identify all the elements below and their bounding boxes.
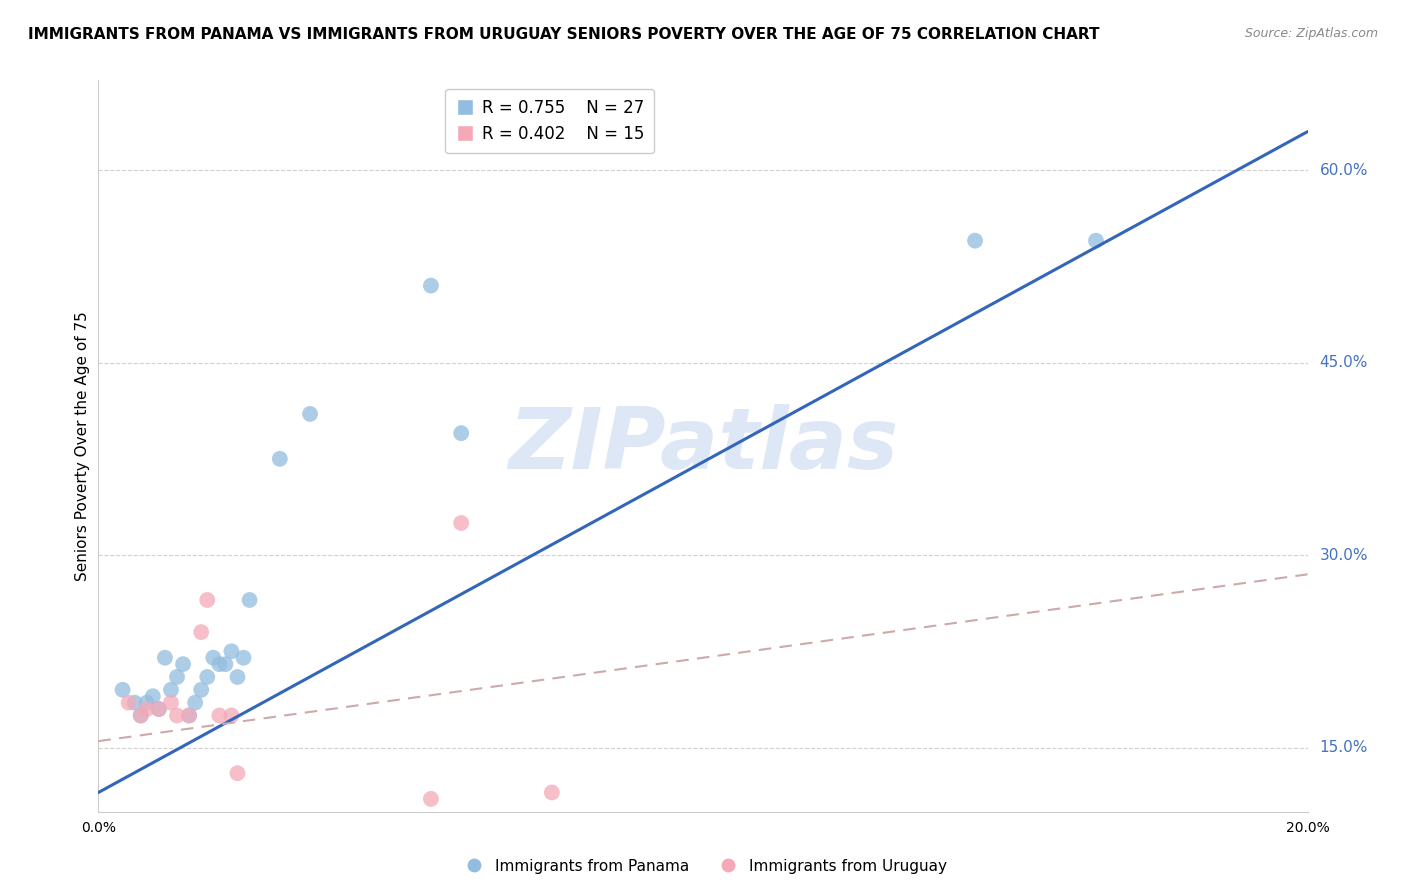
Point: [450, 516, 472, 530]
Text: 15.0%: 15.0%: [1320, 740, 1368, 755]
Point: [135, 702, 157, 716]
Point: [419, 792, 441, 806]
Point: [166, 670, 188, 684]
Point: [111, 682, 134, 697]
Point: [190, 682, 212, 697]
Text: IMMIGRANTS FROM PANAMA VS IMMIGRANTS FROM URUGUAY SENIORS POVERTY OVER THE AGE O: IMMIGRANTS FROM PANAMA VS IMMIGRANTS FRO…: [28, 27, 1099, 42]
Text: Source: ZipAtlas.com: Source: ZipAtlas.com: [1244, 27, 1378, 40]
Point: [208, 708, 231, 723]
Point: [450, 426, 472, 441]
Point: [540, 785, 562, 799]
Point: [299, 407, 322, 421]
Point: [166, 708, 188, 723]
Point: [148, 702, 170, 716]
Y-axis label: Seniors Poverty Over the Age of 75: Seniors Poverty Over the Age of 75: [75, 311, 90, 581]
Point: [129, 708, 152, 723]
Point: [118, 696, 141, 710]
Point: [221, 644, 243, 658]
Point: [135, 696, 157, 710]
Point: [160, 682, 183, 697]
Point: [226, 766, 249, 780]
Point: [177, 708, 201, 723]
Point: [160, 696, 183, 710]
Point: [1085, 234, 1108, 248]
Point: [226, 670, 249, 684]
Point: [269, 451, 291, 466]
Legend: Immigrants from Panama, Immigrants from Uruguay: Immigrants from Panama, Immigrants from …: [453, 853, 953, 880]
Point: [239, 593, 262, 607]
Point: [177, 708, 201, 723]
Text: ZIPatlas: ZIPatlas: [508, 404, 898, 488]
Text: 45.0%: 45.0%: [1320, 355, 1368, 370]
Point: [129, 708, 152, 723]
Point: [190, 625, 212, 640]
Legend: R = 0.755    N = 27, R = 0.402    N = 15: R = 0.755 N = 27, R = 0.402 N = 15: [446, 88, 654, 153]
Point: [195, 670, 218, 684]
Point: [202, 650, 225, 665]
Point: [221, 708, 243, 723]
Point: [124, 696, 146, 710]
Point: [965, 234, 987, 248]
Point: [153, 650, 176, 665]
Text: 30.0%: 30.0%: [1320, 548, 1368, 563]
Point: [208, 657, 231, 672]
Point: [214, 657, 236, 672]
Point: [148, 702, 170, 716]
Point: [232, 650, 254, 665]
Point: [142, 690, 165, 704]
Text: 60.0%: 60.0%: [1320, 162, 1368, 178]
Point: [184, 696, 207, 710]
Point: [172, 657, 194, 672]
Point: [419, 278, 441, 293]
Point: [195, 593, 218, 607]
